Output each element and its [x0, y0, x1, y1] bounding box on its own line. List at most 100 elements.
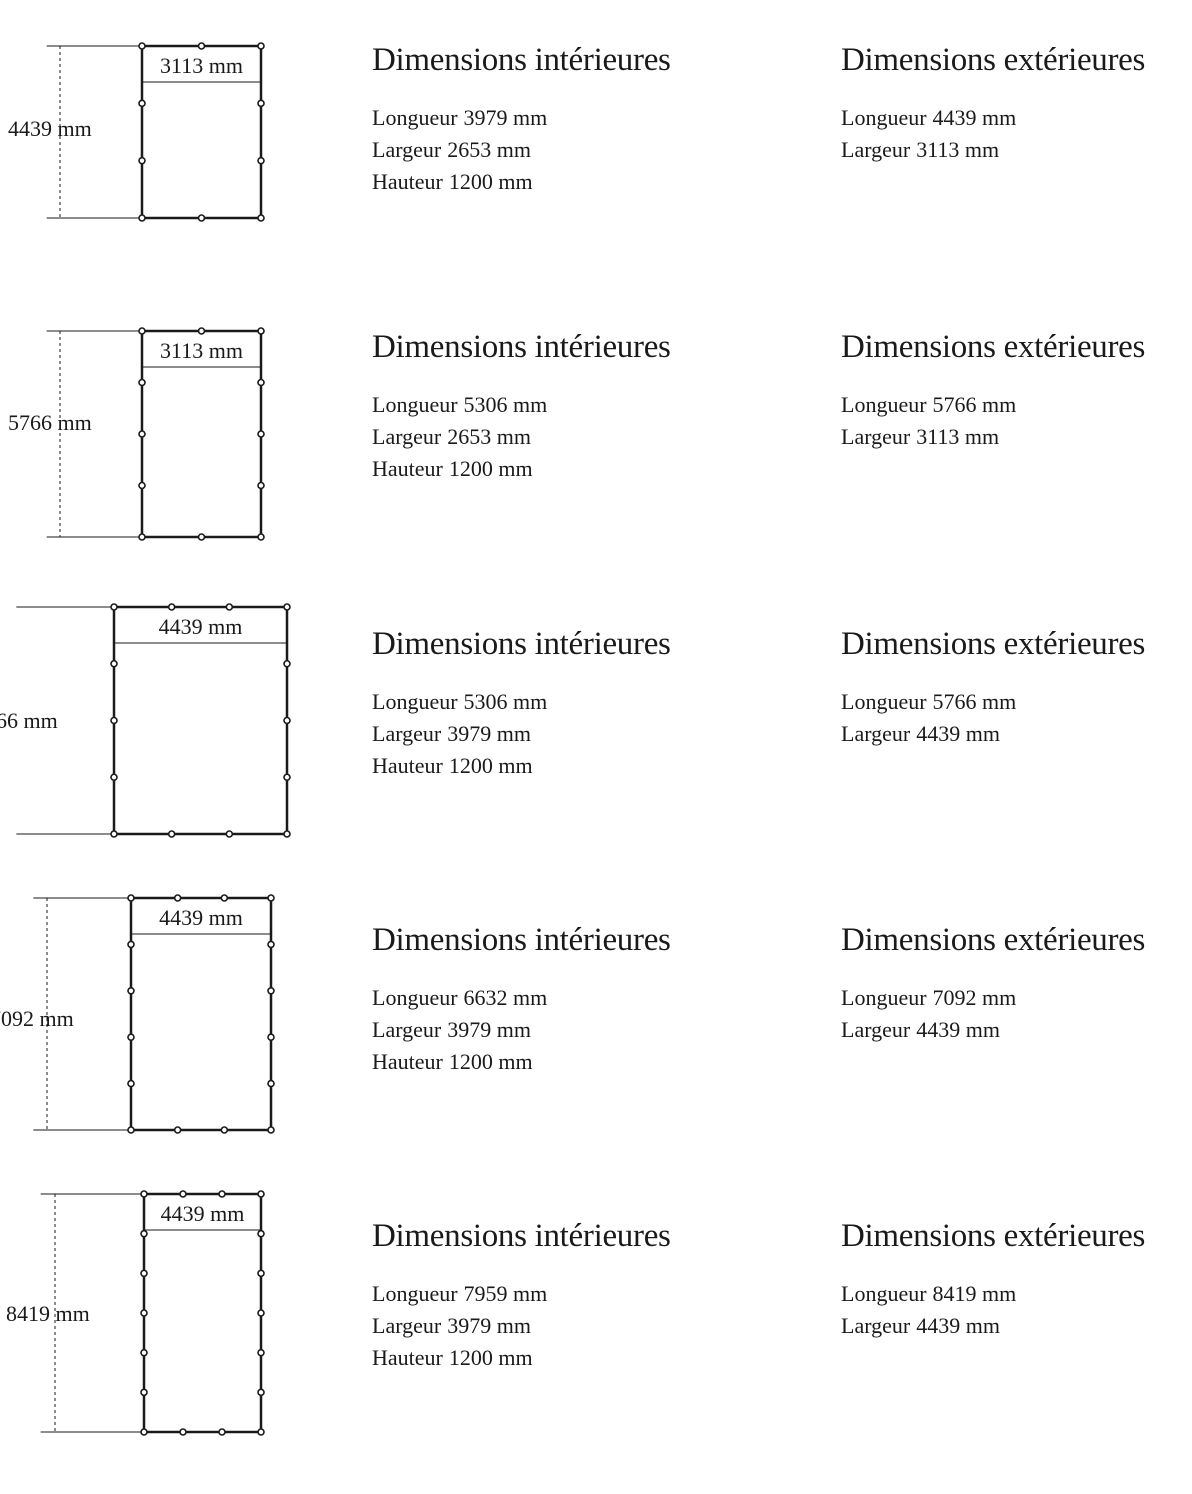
post-marker	[197, 42, 206, 50]
longueur-value: 5766 mm	[932, 392, 1017, 417]
dimension-row: 4439 mm 8419 mm Dimensions intérieures Long…	[0, 1190, 1192, 1494]
post-marker	[257, 42, 265, 50]
post-marker	[267, 987, 275, 995]
hauteur-label: Hauteur	[372, 1345, 443, 1370]
longueur-label: Longueur	[841, 392, 927, 417]
interior-longueur-line: Longueur 5306 mm	[372, 686, 671, 718]
post-marker	[110, 603, 118, 611]
largeur-value: 4439 mm	[916, 721, 1000, 746]
height-label: 7092 mm	[0, 1006, 74, 1031]
largeur-value: 2653 mm	[447, 137, 531, 162]
largeur-label: Largeur	[372, 1017, 442, 1042]
post-marker	[127, 894, 135, 902]
height-label: 5766 mm	[8, 410, 92, 435]
post-marker	[225, 830, 234, 838]
post-marker	[179, 1190, 187, 1198]
largeur-value: 3979 mm	[447, 721, 531, 746]
largeur-label: Largeur	[372, 721, 442, 746]
post-marker	[140, 1229, 148, 1238]
longueur-value: 7092 mm	[932, 985, 1017, 1010]
post-marker	[225, 603, 234, 611]
post-marker	[138, 481, 146, 490]
post-marker	[127, 1126, 135, 1134]
hauteur-value: 1200 mm	[448, 456, 533, 481]
longueur-label: Longueur	[372, 1281, 458, 1306]
post-marker	[138, 430, 146, 438]
height-label: 8419 mm	[6, 1301, 90, 1326]
enclosure-plan-diagram: 4439 mm 7092 mm	[0, 894, 275, 1134]
interior-dimensions: Dimensions intérieures Longueur 3979 mm Lar…	[372, 40, 671, 198]
post-marker	[257, 1348, 265, 1357]
exterior-largeur-line: Largeur 4439 mm	[841, 1014, 1145, 1046]
interior-heading: Dimensions intérieures	[372, 1218, 671, 1254]
post-marker	[173, 894, 182, 902]
post-marker	[283, 716, 291, 725]
interior-longueur-line: Longueur 5306 mm	[372, 389, 671, 421]
interior-dimensions: Dimensions intérieures Longueur 7959 mm Lar…	[372, 1216, 671, 1374]
longueur-value: 4439 mm	[932, 105, 1017, 130]
post-marker	[110, 830, 118, 838]
post-marker	[110, 659, 118, 668]
dimension-row: 3113 mm 5766 mm Dimensions intérieures Long…	[0, 315, 1192, 605]
enclosure-outline	[112, 605, 289, 836]
post-marker	[257, 1229, 265, 1238]
hauteur-value: 1200 mm	[448, 1049, 533, 1074]
post-marker	[267, 1126, 275, 1134]
post-marker	[140, 1428, 148, 1436]
post-marker	[257, 1309, 265, 1317]
post-marker	[138, 327, 146, 335]
longueur-label: Longueur	[372, 105, 458, 130]
post-marker	[257, 99, 265, 108]
post-marker	[257, 378, 265, 387]
exterior-dimensions: Dimensions extérieures Longueur 7092 mm Lar…	[841, 920, 1145, 1046]
largeur-value: 3113 mm	[916, 424, 1000, 449]
post-marker	[110, 773, 118, 782]
interior-hauteur-line: Hauteur 1200 mm	[372, 166, 671, 198]
interior-largeur-line: Largeur 3979 mm	[372, 718, 671, 750]
longueur-value: 5306 mm	[463, 392, 548, 417]
interior-dimensions: Dimensions intérieures Longueur 6632 mm Lar…	[372, 920, 671, 1078]
exterior-heading: Dimensions extérieures	[841, 1218, 1146, 1254]
enclosure-outline	[129, 896, 273, 1132]
post-marker	[167, 603, 176, 611]
largeur-label: Largeur	[372, 1313, 442, 1338]
largeur-label: Largeur	[841, 424, 911, 449]
dimension-row: 4439 mm 7092 mm Dimensions intérieures Long…	[0, 894, 1192, 1198]
interior-heading: Dimensions intérieures	[372, 42, 671, 78]
width-label: 4439 mm	[159, 905, 243, 930]
exterior-dimensions: Dimensions extérieures Longueur 5766 mm Lar…	[841, 327, 1145, 453]
longueur-value: 7959 mm	[463, 1281, 548, 1306]
post-marker	[138, 99, 146, 108]
post-marker	[283, 773, 291, 782]
largeur-value: 3113 mm	[916, 137, 1000, 162]
post-marker	[283, 830, 291, 838]
largeur-value: 4439 mm	[916, 1017, 1000, 1042]
interior-longueur-line: Longueur 3979 mm	[372, 102, 671, 134]
exterior-heading: Dimensions extérieures	[841, 42, 1146, 78]
post-marker	[257, 430, 265, 438]
exterior-dimensions: Dimensions extérieures Longueur 4439 mm Lar…	[841, 40, 1145, 166]
hauteur-label: Hauteur	[372, 1049, 443, 1074]
post-marker	[257, 1269, 265, 1278]
width-label: 4439 mm	[161, 1201, 245, 1226]
interior-hauteur-line: Hauteur 1200 mm	[372, 453, 671, 485]
largeur-value: 3979 mm	[447, 1313, 531, 1338]
largeur-value: 4439 mm	[916, 1313, 1000, 1338]
post-marker	[110, 716, 118, 725]
longueur-label: Longueur	[841, 1281, 927, 1306]
interior-hauteur-line: Hauteur 1200 mm	[372, 1342, 671, 1374]
post-marker	[267, 940, 275, 949]
post-marker	[218, 1428, 226, 1436]
post-marker	[197, 533, 206, 541]
width-label: 3113 mm	[160, 338, 243, 363]
post-marker	[257, 1388, 265, 1397]
post-marker	[197, 214, 206, 222]
largeur-label: Largeur	[841, 721, 911, 746]
exterior-longueur-line: Longueur 5766 mm	[841, 686, 1145, 718]
enclosure-plan-diagram: 4439 mm 8419 mm	[6, 1190, 265, 1436]
exterior-heading: Dimensions extérieures	[841, 922, 1146, 958]
exterior-heading: Dimensions extérieures	[841, 626, 1146, 662]
exterior-longueur-line: Longueur 4439 mm	[841, 102, 1145, 134]
post-marker	[138, 156, 146, 165]
interior-longueur-line: Longueur 6632 mm	[372, 982, 671, 1014]
